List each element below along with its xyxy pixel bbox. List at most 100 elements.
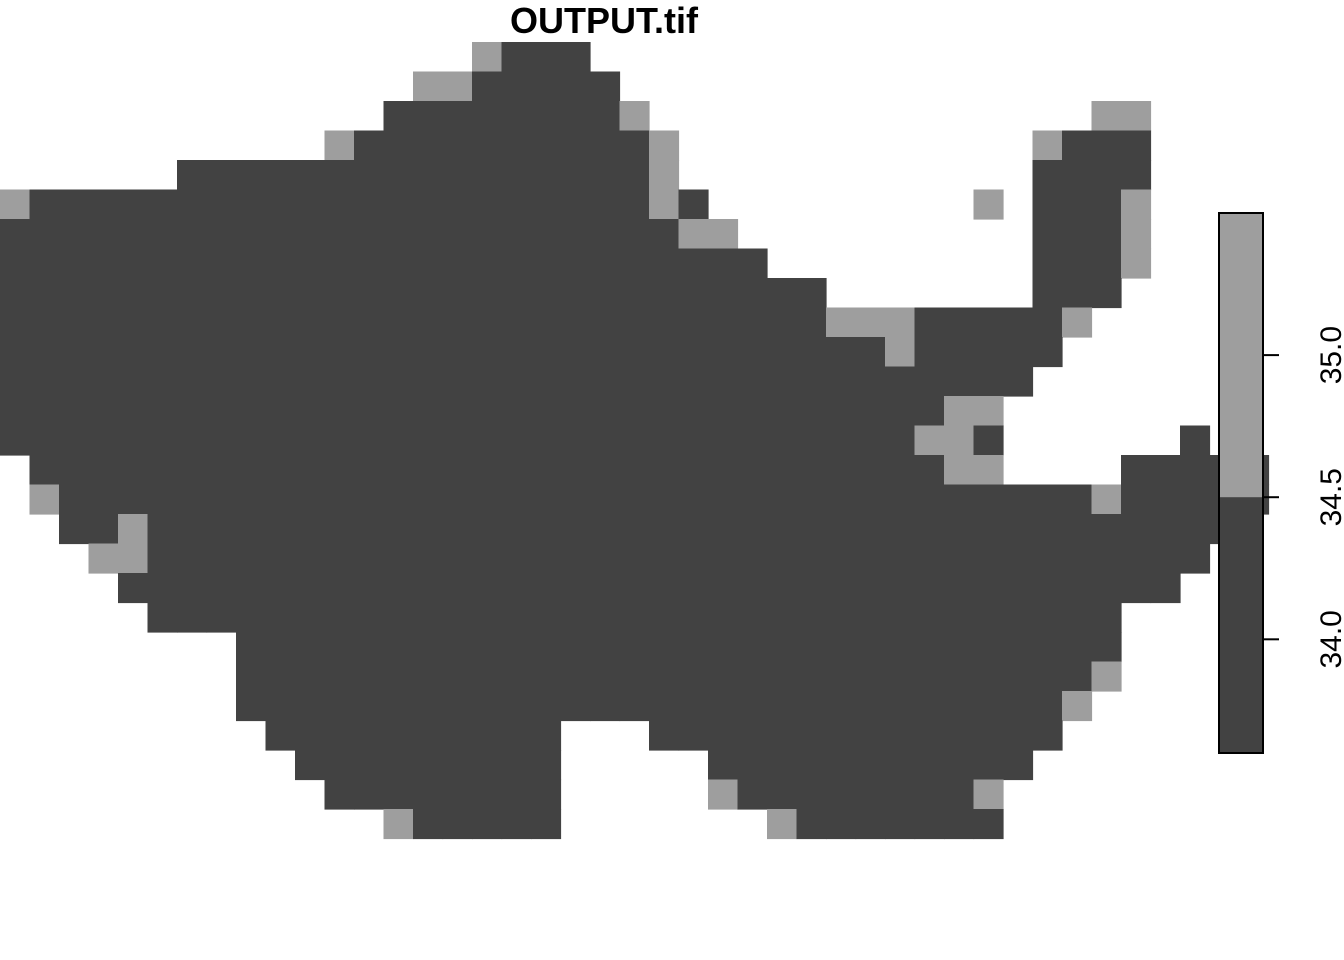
- raster-cell-low: [413, 307, 444, 338]
- raster-cell-low: [442, 307, 473, 338]
- raster-cell-low: [531, 160, 562, 191]
- raster-cell-low: [442, 219, 473, 250]
- raster-cell-low: [295, 189, 326, 220]
- raster-cell-high: [413, 71, 444, 102]
- raster-cell-low: [383, 219, 414, 250]
- raster-cell-low: [118, 307, 149, 338]
- raster-cell-low: [560, 691, 591, 722]
- raster-cell-low: [767, 661, 798, 692]
- raster-cell-low: [59, 484, 90, 515]
- raster-cell-low: [590, 396, 621, 427]
- raster-cell-high: [649, 160, 680, 191]
- raster-cell-low: [413, 189, 444, 220]
- raster-cell-low: [590, 632, 621, 663]
- raster-cell-low: [206, 337, 237, 368]
- raster-cell-low: [737, 484, 768, 515]
- raster-cell-low: [383, 720, 414, 751]
- raster-cell-low: [855, 337, 886, 368]
- raster-cell-low: [354, 396, 385, 427]
- raster-cell-low: [767, 602, 798, 633]
- raster-cell-low: [1003, 514, 1034, 545]
- raster-cell-low: [324, 219, 355, 250]
- raster-cell-low: [236, 661, 267, 692]
- raster-cell-low: [177, 189, 208, 220]
- raster-cell-low: [1121, 573, 1152, 604]
- raster-cell-low: [649, 425, 680, 456]
- raster-cell-low: [324, 278, 355, 309]
- raster-cell-low: [737, 396, 768, 427]
- raster-cell-low: [678, 543, 709, 574]
- raster-cell-low: [442, 160, 473, 191]
- raster-cell-low: [1091, 248, 1122, 279]
- raster-cell-low: [973, 602, 1004, 633]
- raster-cell-low: [1180, 455, 1211, 486]
- raster-cell-low: [295, 337, 326, 368]
- raster-cell-high: [678, 219, 709, 250]
- raster-cell-low: [118, 219, 149, 250]
- raster-cell-low: [1180, 543, 1211, 574]
- raster-cell-high: [944, 455, 975, 486]
- raster-cell-low: [295, 307, 326, 338]
- raster-cell-low: [206, 219, 237, 250]
- raster-cell-low: [796, 602, 827, 633]
- raster-cell-low: [826, 602, 857, 633]
- raster-cell-low: [265, 573, 296, 604]
- raster-cell-high: [0, 189, 31, 220]
- raster-cell-low: [1062, 484, 1093, 515]
- raster-cell-low: [531, 779, 562, 810]
- raster-cell-low: [442, 455, 473, 486]
- raster-cell-low: [442, 337, 473, 368]
- raster-cell-high: [619, 101, 650, 132]
- raster-cell-low: [944, 366, 975, 397]
- raster-cell-low: [767, 278, 798, 309]
- raster-cell-low: [413, 130, 444, 161]
- raster-cell-low: [236, 455, 267, 486]
- raster-cell-low: [531, 602, 562, 633]
- raster-cell-low: [826, 455, 857, 486]
- raster-cell-low: [531, 42, 562, 73]
- raster-cell-low: [1121, 130, 1152, 161]
- raster-cell-high: [1032, 130, 1063, 161]
- raster-cell-low: [1003, 632, 1034, 663]
- raster-cell-low: [265, 661, 296, 692]
- raster-cell-low: [295, 632, 326, 663]
- raster-cell-low: [354, 484, 385, 515]
- raster-cell-low: [944, 661, 975, 692]
- raster-cell-high: [1091, 661, 1122, 692]
- raster-cell-low: [472, 366, 503, 397]
- raster-cell-high: [1062, 691, 1093, 722]
- raster-cell-low: [914, 484, 945, 515]
- raster-cell-low: [413, 455, 444, 486]
- raster-cell-low: [88, 455, 119, 486]
- raster-cell-low: [560, 455, 591, 486]
- raster-cell-low: [206, 425, 237, 456]
- raster-cell-low: [118, 573, 149, 604]
- raster-cell-low: [796, 337, 827, 368]
- chart-title: OUTPUT.tif: [510, 0, 699, 41]
- raster-cell-low: [88, 219, 119, 250]
- raster-cell-low: [885, 691, 916, 722]
- raster-cell-low: [295, 219, 326, 250]
- raster-cell-low: [324, 661, 355, 692]
- raster-cell-low: [383, 632, 414, 663]
- raster-cell-low: [236, 160, 267, 191]
- raster-cell-low: [885, 720, 916, 751]
- raster-cell-low: [767, 484, 798, 515]
- raster-cell-low: [59, 337, 90, 368]
- raster-cell-low: [649, 455, 680, 486]
- raster-cell-low: [1150, 514, 1181, 545]
- raster-cell-low: [708, 691, 739, 722]
- raster-cell-low: [560, 366, 591, 397]
- raster-cell-low: [944, 809, 975, 840]
- raster-cell-low: [796, 278, 827, 309]
- raster-cell-high: [324, 130, 355, 161]
- raster-cell-low: [590, 573, 621, 604]
- raster-cell-low: [855, 543, 886, 574]
- raster-cell-low: [1091, 514, 1122, 545]
- raster-cell-low: [796, 455, 827, 486]
- raster-cell-low: [1062, 130, 1093, 161]
- raster-cell-low: [206, 189, 237, 220]
- raster-cell-low: [354, 425, 385, 456]
- raster-cell-low: [531, 425, 562, 456]
- raster-cell-low: [767, 514, 798, 545]
